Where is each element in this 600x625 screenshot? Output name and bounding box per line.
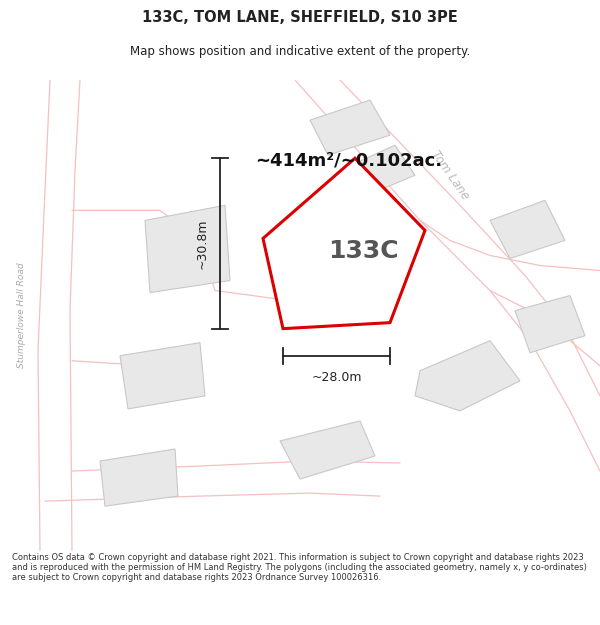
- Text: ~30.8m: ~30.8m: [196, 218, 209, 269]
- Text: ~28.0m: ~28.0m: [311, 371, 362, 384]
- Text: Tom Lane: Tom Lane: [428, 148, 472, 202]
- Text: 133C: 133C: [328, 239, 398, 262]
- Polygon shape: [280, 421, 375, 479]
- Text: Contains OS data © Crown copyright and database right 2021. This information is : Contains OS data © Crown copyright and d…: [12, 552, 587, 582]
- Polygon shape: [145, 206, 230, 292]
- Polygon shape: [100, 449, 178, 506]
- Text: 133C, TOM LANE, SHEFFIELD, S10 3PE: 133C, TOM LANE, SHEFFIELD, S10 3PE: [142, 10, 458, 25]
- Polygon shape: [120, 342, 205, 409]
- Polygon shape: [263, 158, 425, 329]
- Polygon shape: [415, 341, 520, 411]
- Text: ~414m²/~0.102ac.: ~414m²/~0.102ac.: [255, 151, 442, 169]
- Polygon shape: [310, 100, 390, 155]
- Text: Stumperlowe Hall Road: Stumperlowe Hall Road: [17, 262, 26, 368]
- Polygon shape: [340, 145, 415, 198]
- Polygon shape: [515, 296, 585, 352]
- Text: Map shows position and indicative extent of the property.: Map shows position and indicative extent…: [130, 46, 470, 59]
- Polygon shape: [490, 201, 565, 259]
